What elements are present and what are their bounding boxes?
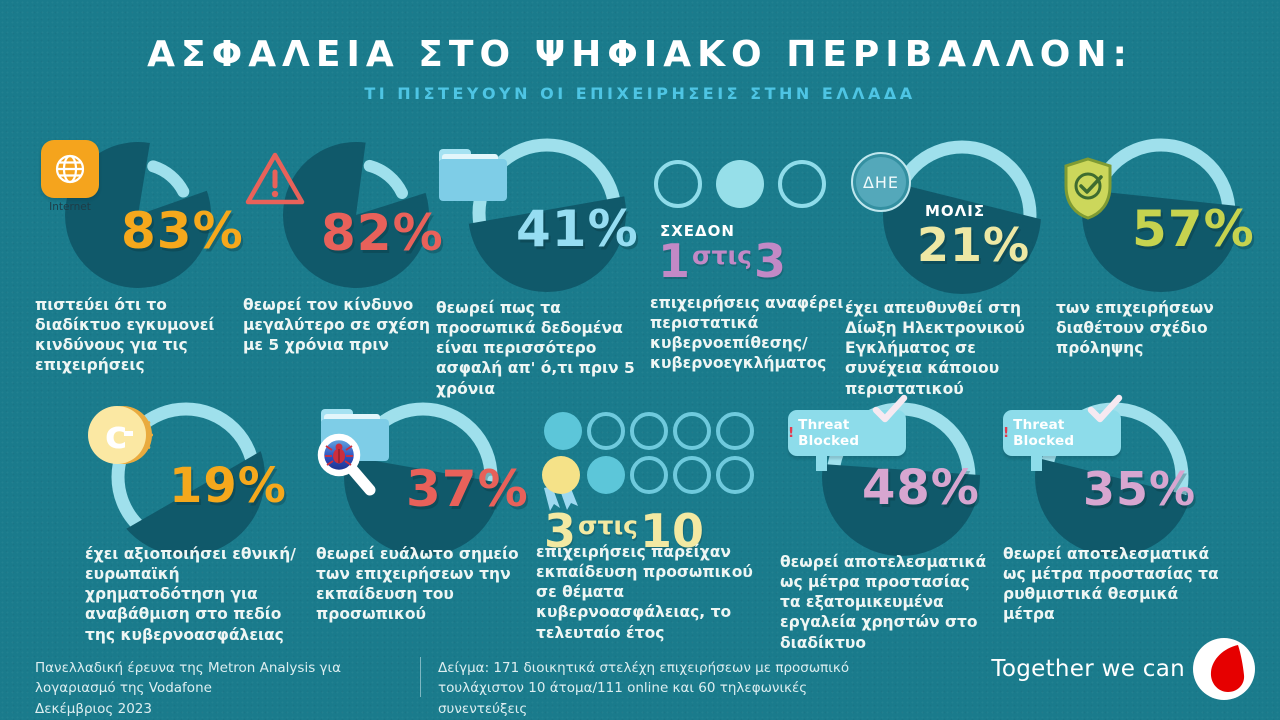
stat-value: 19% (169, 458, 287, 514)
stat-value: 37% (406, 460, 529, 518)
stat-description: των επιχειρήσεων διαθέτουν σχέδιο πρόληψ… (1056, 299, 1214, 358)
check-icon (1087, 394, 1123, 428)
stat-value: 48% (862, 460, 980, 516)
stat-value: 35% (1083, 462, 1197, 516)
footer-source: Πανελλαδική έρευνα της Metron Analysis γ… (35, 658, 415, 719)
stat-description: έχει απευθυνθεί στη Δίωξη Ηλεκτρονικού Ε… (845, 299, 1025, 398)
stat-value: 21% (917, 218, 1031, 272)
ten-circles-icon (544, 412, 754, 494)
page-subtitle: ΤΙ ΠΙΣΤΕΥΟΥΝ ΟΙ ΕΠΙΧΕΙΡΗΣΕΙΣ ΣΤΗΝ ΕΛΛΑΔΑ (364, 84, 916, 103)
dhe-badge-icon: ΔΗΕ (851, 152, 911, 212)
pie-chart-83 (63, 140, 213, 290)
stat-description: έχει αξιοποιήσει εθνική/ ευρωπαϊκή χρημα… (85, 545, 296, 644)
stat-funding: c 19% έχει αξιοποιήσει εθνική/ ευρωπαϊκή… (85, 402, 310, 652)
stat-personal-tools: ! Threat Blocked 48% θεωρεί αποτελεσματι… (780, 394, 995, 652)
stat-kicker: ΜΟΛΙΣ (925, 202, 986, 220)
ring-chart-48 (822, 402, 980, 556)
stat-description: επιχειρήσεις αναφέρει περιστατικά κυβερν… (650, 294, 844, 373)
stat-value: 82% (321, 204, 444, 262)
footer-source-line2: Δεκέμβριος 2023 (35, 700, 152, 717)
page-title: ΑΣΦΑΛΕΙΑ ΣΤΟ ΨΗΦΙΑΚΟ ΠΕΡΙΒΑΛΛΟΝ: (147, 34, 1133, 75)
stat-description: επιχειρήσεις παρείχαν εκπαίδευση προσωπι… (536, 543, 753, 642)
ratio-word: στις (578, 511, 639, 540)
pie-chart-82 (281, 140, 431, 290)
footer-sample: Δείγμα: 171 διοικητικά στελέχη επιχειρήσ… (438, 658, 868, 719)
banner-text: Threat Blocked (798, 417, 860, 449)
ratio-n2: 3 (754, 234, 787, 288)
vodafone-logo-icon (1193, 638, 1255, 700)
person-circle-outline (673, 412, 711, 450)
ratio-n1: 3 (544, 504, 577, 558)
internet-globe-icon (41, 140, 99, 198)
award-rosette-icon (540, 454, 588, 516)
threat-blocked-banner: ! Threat Blocked (788, 394, 908, 471)
footer-sample-line2: τουλάχιστον 10 άτομα/111 online και 60 τ… (438, 680, 808, 717)
footer-source-line1: Πανελλαδική έρευνα της Metron Analysis γ… (35, 660, 341, 697)
stat-internet-risk: Internet 83% πιστεύει ότι το διαδίκτυο ε… (35, 138, 243, 388)
person-circle-outline (630, 412, 668, 450)
stat-description: θεωρεί τον κίνδυνο μεγαλύτερο σε σχέση μ… (243, 296, 431, 355)
footer-divider (420, 657, 421, 697)
stat-cybercrime-unit: ΔΗΕ ΜΟΛΙΣ 21% έχει απευθυνθεί στη Δίωξη … (845, 138, 1057, 398)
header: ΑΣΦΑΛΕΙΑ ΣΤΟ ΨΗΦΙΑΚΟ ΠΕΡΙΒΑΛΛΟΝ: ΤΙ ΠΙΣΤ… (0, 34, 1280, 103)
ring-chart-21 (883, 140, 1041, 294)
ring-chart-41 (468, 138, 626, 292)
banner-leg (816, 455, 827, 471)
shield-check-icon (1060, 156, 1116, 224)
three-circles-icon (654, 160, 826, 208)
ratio-n2: 10 (640, 504, 705, 558)
magnifier-bug-icon (312, 428, 384, 508)
person-circle-outline (630, 456, 668, 494)
ratio-value: 1στις3 (658, 234, 786, 288)
stat-description: θεωρεί πως τα προσωπικά δεδομένα είναι π… (436, 299, 635, 398)
person-circle-outline (716, 412, 754, 450)
internet-app-icon: Internet (41, 140, 99, 213)
circle-filled (716, 160, 764, 208)
stat-one-in-three: ΣΧΕΔΟΝ 1στις3 επιχειρήσεις αναφέρει περι… (650, 150, 850, 400)
person-circle-filled (587, 456, 625, 494)
stat-three-in-ten: 3στις10 επιχειρήσεις παρείχαν εκπαίδευση… (536, 402, 766, 652)
stat-description: θεωρεί αποτελεσματικά ως μέτρα προστασία… (780, 553, 987, 652)
ring-chart-35 (1035, 402, 1193, 556)
banner-exclaim: ! (1003, 425, 1010, 441)
stat-description: πιστεύει ότι το διαδίκτυο εγκυμονεί κινδ… (35, 296, 215, 375)
ratio-value: 3στις10 (544, 504, 704, 558)
threat-blocked-banner: ! Threat Blocked (1003, 394, 1123, 471)
stat-description: θεωρεί αποτελεσματικά ως μέτρα προστασία… (1003, 545, 1219, 624)
ratio-word: στις (692, 241, 753, 270)
stat-personal-data: 41% θεωρεί πως τα προσωπικά δεδομένα είν… (436, 138, 644, 398)
dhe-label: ΔΗΕ (851, 152, 911, 212)
banner-text: Threat Blocked (1013, 417, 1075, 449)
banner-exclaim: ! (788, 425, 795, 441)
internet-icon-label: Internet (49, 201, 91, 213)
stat-risk-greater: 82% θεωρεί τον κίνδυνο μεγαλύτερο σε σχέ… (243, 138, 443, 388)
stat-regulatory-measures: ! Threat Blocked 35% θεωρεί αποτελεσματι… (1003, 394, 1221, 652)
footer-sample-line1: Δείγμα: 171 διοικητικά στελέχη επιχειρήσ… (438, 660, 850, 676)
vodafone-tagline: Together we can (991, 656, 1185, 682)
stat-value: 41% (516, 200, 639, 258)
coin-icon: c (87, 402, 153, 472)
ratio-n1: 1 (658, 234, 691, 288)
stat-value: 83% (121, 202, 244, 260)
warning-triangle-icon (243, 148, 307, 214)
stat-prevention-plan: 57% των επιχειρήσεων διαθέτουν σχέδιο πρ… (1056, 138, 1261, 388)
circle-outline (778, 160, 826, 208)
person-circle-outline (587, 412, 625, 450)
stat-training-weakpoint: 37% θεωρεί ευάλωτο σημείο των επιχειρήσε… (316, 400, 531, 650)
folder-icon (436, 146, 510, 208)
person-circle-outline (716, 456, 754, 494)
person-circle-outline (673, 456, 711, 494)
circle-outline (654, 160, 702, 208)
banner-leg (1031, 455, 1042, 471)
person-circle-filled (544, 412, 582, 450)
stat-value: 57% (1132, 200, 1255, 258)
stat-description: θεωρεί ευάλωτο σημείο των επιχειρήσεων τ… (316, 545, 519, 624)
svg-text:c: c (105, 413, 128, 457)
stat-kicker: ΣΧΕΔΟΝ (660, 222, 735, 240)
check-icon (872, 394, 908, 428)
